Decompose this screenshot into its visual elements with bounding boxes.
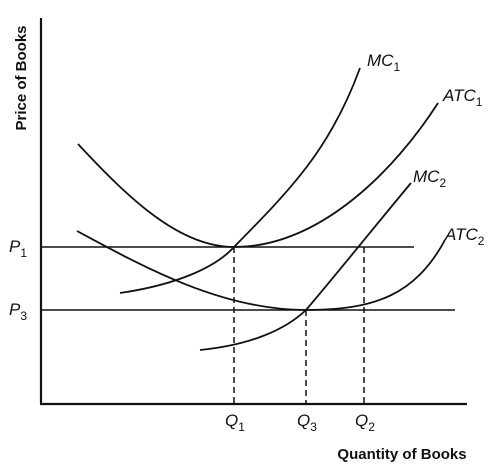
quantity-label-q1: Q1 xyxy=(225,411,245,434)
quantity-label-q3: Q3 xyxy=(297,411,317,434)
x-axis-title: Quantity of Books xyxy=(337,446,466,463)
price-label-p3: P3 xyxy=(9,300,27,323)
atc2-curve xyxy=(76,230,446,311)
mc2-label: MC2 xyxy=(413,167,446,190)
atc2-label: ATC2 xyxy=(444,225,485,248)
quantity-label-q2: Q2 xyxy=(355,411,375,434)
mc2-curve xyxy=(199,182,412,351)
mc1-label: MC1 xyxy=(367,51,400,74)
atc1-label: ATC1 xyxy=(442,86,483,109)
mc1-curve xyxy=(119,67,361,294)
atc1-curve xyxy=(77,102,439,248)
price-label-p1: P1 xyxy=(9,237,27,260)
y-axis-title: Price of Books xyxy=(13,25,30,130)
